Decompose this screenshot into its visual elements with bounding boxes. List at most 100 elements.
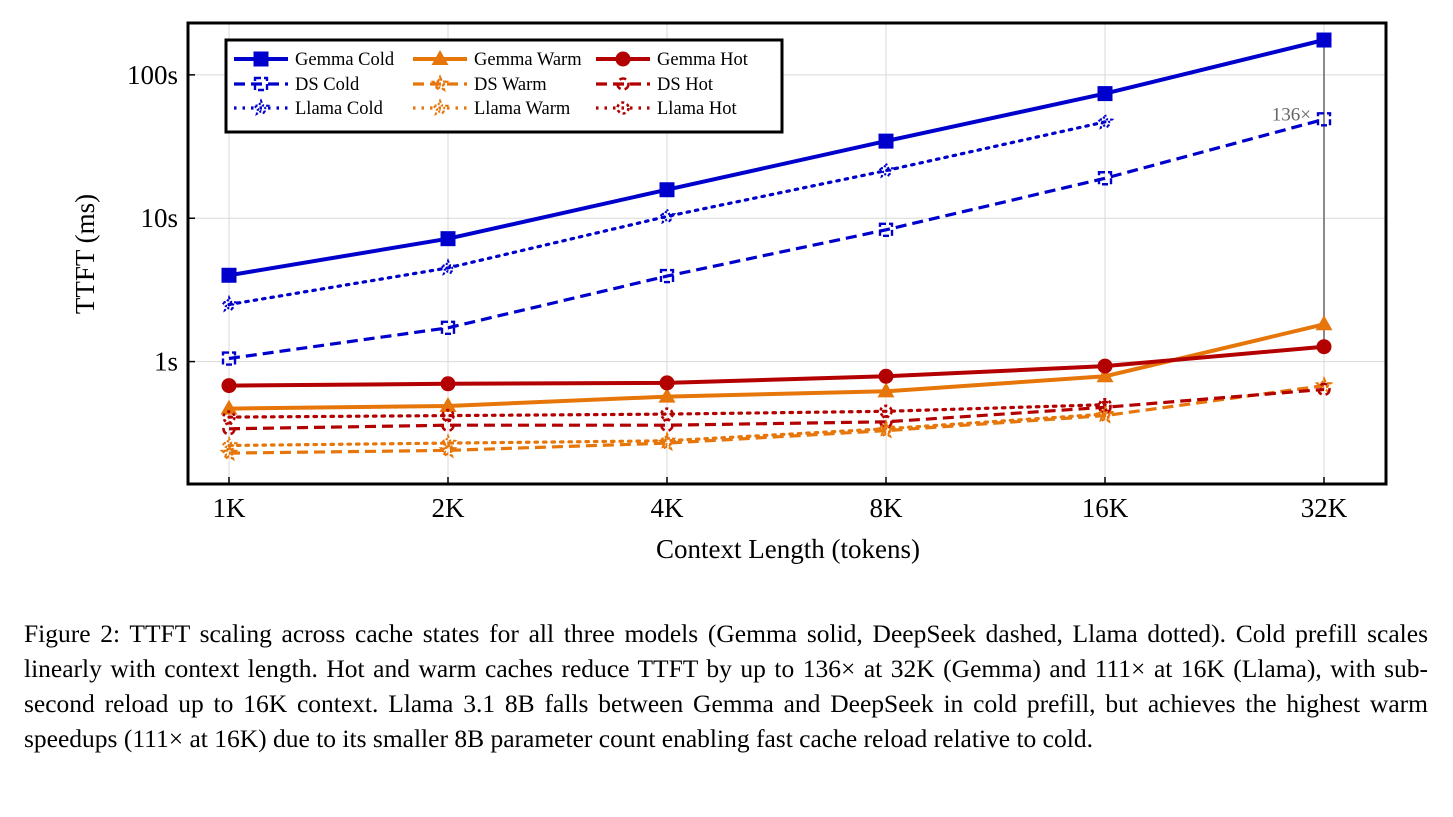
point-ds-cold-4k — [659, 268, 675, 284]
figure-caption: Figure 2: TTFT scaling across cache stat… — [24, 619, 1428, 753]
point-gemma-hot-2k — [440, 376, 456, 392]
point-ds-cold-8k — [878, 222, 894, 238]
legend-item-gemma-hot: Gemma Hot — [596, 50, 749, 70]
x-tick-1k: 1K — [213, 493, 247, 523]
x-tick-4k: 4K — [651, 493, 685, 523]
legend-item-ds-warm: DS Warm — [413, 74, 547, 95]
point-llama-cold-2k — [438, 258, 458, 276]
legend-item-ds-cold: DS Cold — [234, 75, 360, 95]
point-llama-hot-16k — [1098, 397, 1112, 412]
legend-item-ds-hot: DS Hot — [596, 75, 714, 95]
legend-label-gemma-hot: Gemma Hot — [657, 50, 749, 70]
ttft-chart: 136× 1K 2K 4K 8K 16K 32K 1s 10s 100s Context Le… — [70, 21, 1388, 564]
point-llama-cold-1k — [219, 294, 239, 313]
point-gemma-hot-8k — [878, 368, 894, 384]
point-llama-hot-2k — [441, 408, 455, 423]
line-llama-hot — [227, 403, 1107, 419]
y-tick-100s: 100s — [127, 60, 178, 90]
legend-label-ds-warm: DS Warm — [474, 75, 547, 95]
legend-marker-gemma-hot — [615, 51, 631, 67]
point-gemma-warm-4k — [658, 387, 676, 403]
legend-label-ds-hot: DS Hot — [657, 75, 714, 95]
point-llama-warm-16k — [1095, 404, 1115, 423]
legend-marker-ds-warm — [430, 74, 450, 93]
point-ds-cold-1k — [221, 351, 237, 366]
y-tick-1s: 1s — [154, 347, 178, 377]
x-tick-32k: 32K — [1301, 493, 1348, 523]
point-gemma-warm-32k — [1315, 315, 1333, 331]
line-gemma-hot — [228, 344, 1325, 388]
legend-box — [224, 38, 784, 134]
point-gemma-cold-32k — [1316, 32, 1332, 48]
point-llama-cold-16k — [1095, 112, 1115, 130]
legend-marker-ds-hot — [616, 77, 630, 91]
point-ds-hot-32k — [1317, 382, 1331, 397]
legend-marker-llama-cold — [251, 98, 271, 117]
point-llama-warm-1k — [219, 435, 239, 454]
legend-marker-llama-hot — [616, 101, 630, 115]
legend-label-llama-hot: Llama Hot — [657, 99, 737, 119]
speedup-annotation: 136× — [1272, 40, 1325, 347]
line-ds-cold — [228, 117, 1325, 361]
point-ds-hot-2k — [441, 418, 455, 432]
point-llama-hot-8k — [879, 404, 893, 419]
series-ds-cold — [221, 112, 1332, 366]
x-tick-16k: 16K — [1082, 493, 1129, 523]
point-gemma-hot-32k — [1316, 339, 1332, 355]
point-ds-cold-2k — [440, 320, 456, 336]
line-ds-warm — [228, 384, 1325, 455]
series-llama-cold — [219, 112, 1115, 313]
point-llama-warm-4k — [657, 430, 677, 449]
legend-item-llama-hot: Llama Hot — [596, 99, 737, 119]
line-gemma-cold — [228, 38, 1325, 278]
y-axis-label: TTFT (ms) — [70, 194, 100, 314]
point-gemma-cold-2k — [440, 231, 456, 247]
point-llama-hot-4k — [660, 407, 674, 421]
point-gemma-warm-1k — [220, 399, 238, 415]
point-llama-hot-1k — [222, 410, 236, 424]
point-gemma-hot-16k — [1097, 358, 1113, 374]
legend-item-gemma-cold: Gemma Cold — [234, 50, 395, 70]
legend-marker-gemma-cold — [253, 51, 269, 67]
series-gemma-hot — [221, 339, 1332, 394]
line-gemma-warm — [228, 322, 1325, 411]
legend-marker-llama-warm — [430, 98, 450, 117]
x-axis-label: Context Length (tokens) — [656, 534, 920, 564]
point-llama-warm-2k — [438, 433, 458, 452]
legend-label-ds-cold: DS Cold — [295, 75, 360, 95]
point-ds-warm-2k — [438, 440, 458, 459]
legend-marker-gemma-warm — [431, 50, 449, 65]
point-ds-warm-1k — [219, 443, 239, 462]
x-tick-8k: 8K — [870, 493, 904, 523]
point-llama-cold-8k — [876, 160, 896, 179]
legend-label-llama-cold: Llama Cold — [295, 99, 384, 119]
line-llama-warm — [227, 412, 1107, 448]
plot-frame — [186, 21, 1388, 486]
legend-label-llama-warm: Llama Warm — [474, 99, 571, 119]
series-gemma-cold — [221, 32, 1332, 283]
point-gemma-cold-1k — [221, 267, 237, 283]
legend-label-gemma-cold: Gemma Cold — [295, 50, 395, 70]
line-llama-cold — [227, 120, 1107, 307]
point-gemma-cold-16k — [1097, 86, 1113, 102]
point-gemma-warm-8k — [877, 382, 895, 398]
legend-marker-ds-cold — [253, 76, 269, 92]
series-ds-warm — [219, 375, 1334, 462]
point-ds-cold-16k — [1097, 171, 1113, 186]
point-gemma-cold-8k — [878, 133, 894, 149]
line-ds-hot — [228, 387, 1325, 431]
point-llama-cold-4k — [657, 206, 677, 225]
series-llama-hot — [222, 397, 1112, 424]
legend-item-gemma-warm: Gemma Warm — [413, 50, 582, 70]
point-ds-cold-32k — [1316, 112, 1332, 127]
point-ds-warm-16k — [1095, 405, 1115, 424]
series-llama-warm — [219, 404, 1115, 454]
y-tick-labels: 1s 10s 100s — [127, 60, 195, 377]
point-gemma-warm-2k — [439, 397, 457, 413]
point-ds-warm-32k — [1314, 375, 1334, 394]
legend: Gemma Cold DS Cold Llama Cold Gemma Warm DS … — [224, 38, 784, 134]
series-lines — [219, 32, 1334, 462]
legend-item-llama-warm: Llama Warm — [413, 98, 571, 119]
legend-label-gemma-warm: Gemma Warm — [474, 50, 582, 70]
y-tick-10s: 10s — [140, 203, 178, 233]
